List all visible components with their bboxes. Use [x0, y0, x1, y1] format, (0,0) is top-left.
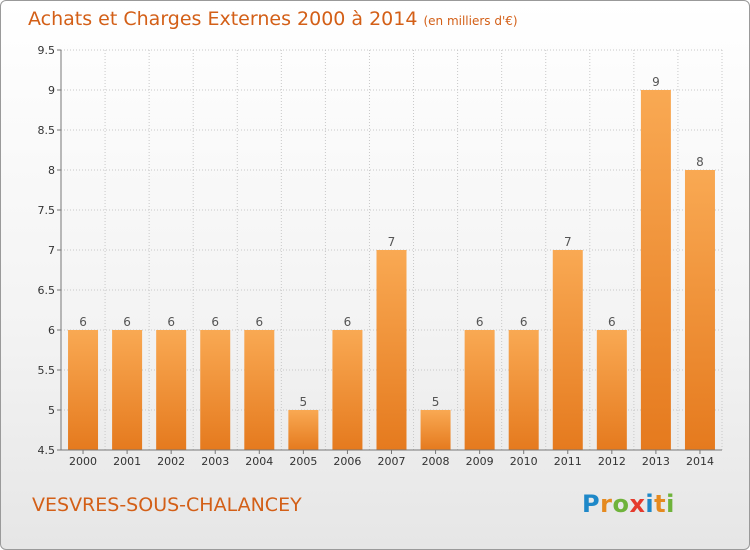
bar-value-label: 6 [476, 315, 484, 329]
bar-2012 [596, 330, 627, 450]
bar-value-label: 5 [432, 395, 440, 409]
bar-value-label: 6 [608, 315, 616, 329]
bar-2008 [420, 410, 451, 450]
bar-2005 [288, 410, 319, 450]
y-tick-label: 5 [48, 404, 55, 417]
x-tick-label: 2004 [245, 455, 273, 468]
bar-2000 [68, 330, 99, 450]
proxiti-logo: Proxiti [582, 490, 675, 518]
chart-subtitle: (en milliers d'€) [423, 14, 518, 28]
bar-value-label: 6 [79, 315, 87, 329]
y-tick-label: 6 [48, 324, 55, 337]
bar-2006 [332, 330, 363, 450]
bar-value-label: 9 [652, 75, 660, 89]
y-tick-label: 5.5 [38, 364, 56, 377]
x-tick-label: 2005 [289, 455, 317, 468]
logo-letter: i [666, 490, 675, 518]
bar-value-label: 8 [696, 155, 704, 169]
bar-value-label: 7 [564, 235, 572, 249]
bar-2014 [684, 170, 715, 450]
bar-2002 [156, 330, 187, 450]
x-tick-label: 2002 [157, 455, 185, 468]
logo-letter: r [600, 490, 613, 518]
commune-name: VESVRES-SOUS-CHALANCEY [32, 494, 302, 516]
logo-letter: P [582, 490, 601, 518]
bar-value-label: 7 [388, 235, 396, 249]
y-tick-label: 4.5 [38, 444, 56, 457]
bar-value-label: 5 [300, 395, 308, 409]
bar-2011 [552, 250, 583, 450]
y-tick-label: 8.5 [38, 124, 56, 137]
logo-letter: x [629, 490, 646, 518]
bar-2013 [640, 90, 671, 450]
x-tick-label: 2001 [113, 455, 141, 468]
logo-letter: i [645, 490, 655, 518]
x-tick-label: 2007 [378, 455, 406, 468]
x-tick-label: 2012 [598, 455, 626, 468]
logo-letter: o [612, 490, 630, 518]
x-tick-label: 2014 [686, 455, 714, 468]
y-tick-label: 9 [48, 84, 55, 97]
bar-2009 [464, 330, 495, 450]
logo-letter: t [654, 490, 667, 518]
x-tick-label: 2009 [466, 455, 494, 468]
bar-value-label: 6 [255, 315, 263, 329]
x-tick-label: 2003 [201, 455, 229, 468]
bar-value-label: 6 [123, 315, 131, 329]
bar-value-label: 6 [211, 315, 219, 329]
bar-2003 [200, 330, 231, 450]
x-tick-label: 2010 [510, 455, 538, 468]
bar-value-label: 6 [167, 315, 175, 329]
axes: 4.5 5 5.5 6 6.5 7 7.5 8 8.5 9 9.5 2000 2001 2002 2003 2… [38, 44, 722, 468]
bar-2004 [244, 330, 275, 450]
x-tick-label: 2013 [642, 455, 670, 468]
bar-2007 [376, 250, 407, 450]
x-tick-label: 2006 [333, 455, 361, 468]
bar-2010 [508, 330, 539, 450]
chart-title: Achats et Charges Externes 2000 à 2014 (e… [28, 8, 518, 30]
bars: 6 6 6 6 6 5 6 7 5 6 6 7 6 9 8 [68, 75, 715, 450]
x-tick-label: 2008 [422, 455, 450, 468]
y-tick-label: 6.5 [38, 284, 56, 297]
x-tick-label: 2011 [554, 455, 582, 468]
y-tick-label: 8 [48, 164, 55, 177]
y-tick-label: 7 [48, 244, 55, 257]
bar-2001 [112, 330, 143, 450]
title-text: Achats et Charges Externes 2000 à 2014 [28, 8, 418, 30]
bar-value-label: 6 [520, 315, 528, 329]
bar-value-label: 6 [344, 315, 352, 329]
y-tick-label: 7.5 [38, 204, 56, 217]
y-tick-label: 9.5 [38, 44, 56, 57]
x-tick-label: 2000 [69, 455, 97, 468]
